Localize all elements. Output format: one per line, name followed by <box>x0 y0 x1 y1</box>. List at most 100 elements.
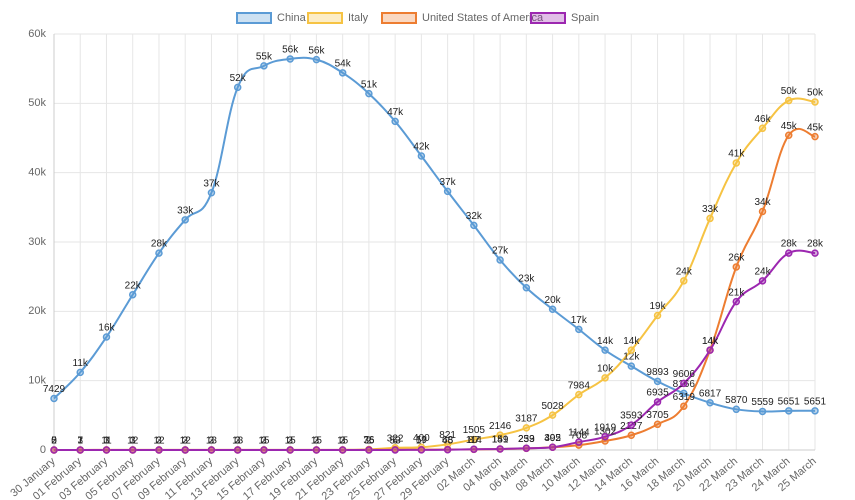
data-point <box>758 407 767 416</box>
data-label: 10k <box>597 364 614 375</box>
data-label: 3 <box>156 436 162 447</box>
data-label: 400 <box>413 433 430 444</box>
data-point <box>496 256 504 264</box>
data-label: 3 <box>182 436 188 447</box>
data-point <box>522 424 531 432</box>
data-point <box>50 394 58 403</box>
data-point <box>575 390 583 399</box>
legend-swatch <box>236 12 272 24</box>
data-point <box>548 443 557 452</box>
data-label: 13 <box>232 436 244 447</box>
data-point <box>758 124 767 133</box>
data-point <box>207 446 216 454</box>
data-point <box>522 444 531 452</box>
data-label: 2 <box>366 436 372 447</box>
data-point <box>50 446 58 454</box>
data-point <box>338 69 347 77</box>
y-tick-label: 40k <box>28 167 46 179</box>
data-point <box>732 297 741 306</box>
data-label: 12 <box>180 436 192 447</box>
data-point <box>443 445 452 454</box>
data-label: 2 <box>156 436 162 447</box>
data-label: 45k <box>807 122 824 133</box>
data-label: 11k <box>73 358 89 369</box>
data-label: 3 <box>130 436 136 447</box>
data-label: 54k <box>335 58 352 69</box>
data-label: 6935 <box>646 388 669 399</box>
data-label: 46k <box>754 114 771 125</box>
data-point <box>286 446 294 454</box>
data-point <box>260 62 268 70</box>
data-label: 15 <box>285 436 297 447</box>
data-point <box>338 446 347 454</box>
data-label: 50k <box>807 88 824 99</box>
data-label: 45k <box>781 121 798 132</box>
data-point <box>155 249 163 257</box>
data-label: 2 <box>340 436 346 447</box>
data-label: 56k <box>282 45 299 56</box>
data-point <box>785 407 793 415</box>
data-label: 1505 <box>463 425 486 436</box>
data-point <box>76 368 84 377</box>
data-label: 59 <box>416 435 428 446</box>
legend-label: China <box>277 12 307 24</box>
y-tick-label: 50k <box>28 97 46 109</box>
data-point <box>470 445 478 453</box>
data-point <box>811 249 819 257</box>
data-label: 3705 <box>646 410 669 421</box>
data-point <box>732 405 741 414</box>
data-label: 3 <box>314 436 320 447</box>
data-point <box>417 152 426 160</box>
data-label: 33k <box>702 204 719 215</box>
data-point <box>391 446 399 454</box>
data-label: 395 <box>544 433 561 444</box>
data-label: 2 <box>209 436 215 447</box>
data-label: 23k <box>518 273 535 284</box>
data-label: 12k <box>623 352 640 363</box>
data-label: 7984 <box>568 380 591 391</box>
data-label: 5559 <box>751 397 774 408</box>
data-label: 33k <box>177 205 194 216</box>
data-label: 45 <box>442 435 454 446</box>
data-label: 28k <box>781 239 798 250</box>
data-label: 5651 <box>804 396 827 407</box>
data-label: 55k <box>256 52 273 63</box>
y-tick-label: 10k <box>28 375 46 387</box>
data-label: 0 <box>51 436 57 447</box>
data-label: 51k <box>361 79 378 90</box>
data-point <box>443 187 452 196</box>
data-label: 27k <box>492 246 509 257</box>
data-point <box>785 131 793 139</box>
data-label: 52k <box>230 73 247 84</box>
data-label: 19k <box>649 301 666 312</box>
legend-swatch <box>307 12 343 24</box>
data-point <box>391 117 399 126</box>
data-point <box>312 55 321 64</box>
data-label: 32k <box>466 211 483 222</box>
data-point <box>496 431 504 439</box>
data-point <box>128 446 137 454</box>
data-point <box>102 333 111 341</box>
data-label: 2 <box>287 436 293 447</box>
series-line <box>53 249 816 451</box>
data-label: 12 <box>127 436 139 447</box>
data-label: 50k <box>781 86 798 97</box>
data-label: 37k <box>203 178 220 189</box>
data-label: 3 <box>77 436 83 447</box>
data-point <box>680 379 688 388</box>
data-label: 1302 <box>594 427 617 438</box>
data-label: 20k <box>545 295 562 306</box>
data-point <box>811 132 819 141</box>
data-point <box>627 431 636 440</box>
data-label: 16k <box>98 323 115 334</box>
data-point <box>706 214 714 223</box>
data-label: 2 <box>182 436 188 447</box>
data-label: 13 <box>206 436 218 447</box>
data-label: 11 <box>101 436 112 447</box>
data-point <box>233 83 242 92</box>
data-point <box>575 325 583 334</box>
legend-label: Italy <box>348 12 369 24</box>
data-point <box>785 96 793 105</box>
data-label: 14k <box>623 336 640 347</box>
